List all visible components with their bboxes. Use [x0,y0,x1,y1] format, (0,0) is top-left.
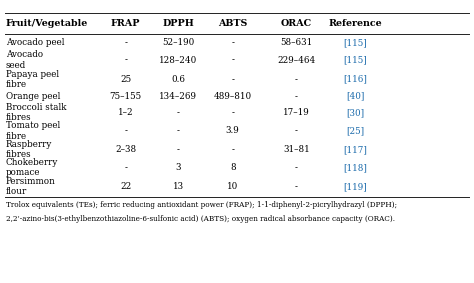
Text: Papaya peel
fibre: Papaya peel fibre [6,70,59,89]
Text: 0.6: 0.6 [171,75,185,84]
Text: [119]: [119] [344,182,367,191]
Text: [118]: [118] [344,163,367,172]
Text: [117]: [117] [344,145,367,154]
Text: -: - [295,92,298,101]
Text: Raspberry
fibres: Raspberry fibres [6,140,52,159]
Text: 229–464: 229–464 [277,56,315,65]
Text: -: - [124,163,127,172]
Text: 58–631: 58–631 [280,38,312,47]
Text: Fruit/Vegetable: Fruit/Vegetable [6,19,88,28]
Text: [116]: [116] [344,75,367,84]
Text: 25: 25 [120,75,131,84]
Text: Broccoli stalk
fibres: Broccoli stalk fibres [6,103,66,122]
Text: 10: 10 [227,182,238,191]
Text: -: - [231,75,234,84]
Text: FRAP: FRAP [111,19,140,28]
Text: Avocado
seed: Avocado seed [6,50,43,70]
Text: 3: 3 [175,163,181,172]
Text: ABTS: ABTS [218,19,247,28]
Text: -: - [124,56,127,65]
Text: [115]: [115] [344,38,367,47]
Text: 75–155: 75–155 [109,92,142,101]
Text: 489–810: 489–810 [214,92,252,101]
Text: -: - [231,108,234,117]
Text: 52–190: 52–190 [162,38,194,47]
Text: 3.9: 3.9 [226,127,240,135]
Text: Avocado peel: Avocado peel [6,38,64,47]
Text: -: - [231,38,234,47]
Text: [115]: [115] [344,56,367,65]
Text: ORAC: ORAC [281,19,312,28]
Text: -: - [295,75,298,84]
Text: DPPH: DPPH [163,19,194,28]
Text: [40]: [40] [346,92,365,101]
Text: -: - [124,127,127,135]
Text: -: - [231,145,234,154]
Text: -: - [295,127,298,135]
Text: 128–240: 128–240 [159,56,197,65]
Text: Persimmon
flour: Persimmon flour [6,177,55,196]
Text: -: - [295,163,298,172]
Text: -: - [177,127,180,135]
Text: -: - [295,182,298,191]
Text: Trolox equivalents (TEs); ferric reducing antioxidant power (FRAP); 1-1-diphenyl: Trolox equivalents (TEs); ferric reducin… [6,201,397,209]
Text: Orange peel: Orange peel [6,92,60,101]
Text: -: - [177,145,180,154]
Text: [30]: [30] [346,108,365,117]
Text: 1–2: 1–2 [118,108,133,117]
Text: 31–81: 31–81 [283,145,310,154]
Text: -: - [124,38,127,47]
Text: Chokeberry
pomace: Chokeberry pomace [6,158,58,177]
Text: -: - [231,56,234,65]
Text: 134–269: 134–269 [159,92,197,101]
Text: 2,2’-azino-bis(3-ethylbenzothiazoline-6-sulfonic acid) (ABTS); oxygen radical ab: 2,2’-azino-bis(3-ethylbenzothiazoline-6-… [6,215,395,223]
Text: -: - [177,108,180,117]
Text: 22: 22 [120,182,131,191]
Text: 17–19: 17–19 [283,108,310,117]
Text: Reference: Reference [328,19,383,28]
Text: 2–38: 2–38 [115,145,136,154]
Text: [25]: [25] [346,127,365,135]
Text: Tomato peel
fibre: Tomato peel fibre [6,121,60,141]
Text: 8: 8 [230,163,236,172]
Text: 13: 13 [173,182,184,191]
